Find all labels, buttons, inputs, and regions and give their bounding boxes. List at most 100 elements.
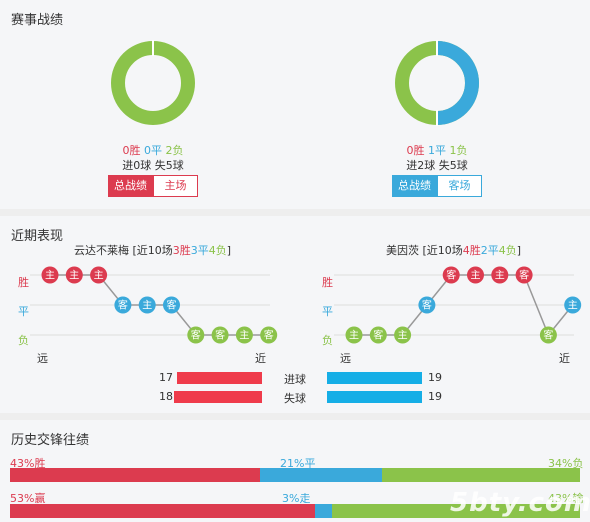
form-point: 主: [138, 296, 156, 314]
right-team-name: 美因茨: [386, 244, 419, 257]
form-point-marker: [41, 266, 59, 284]
head-to-head-title: 历史交锋往绩: [11, 433, 90, 448]
form-point: 客: [515, 266, 533, 284]
form-point-marker: [418, 296, 436, 314]
left-wins: 0胜: [122, 144, 141, 157]
form-point: 主: [65, 266, 83, 284]
form-point-marker: [65, 266, 83, 284]
right-total-tab[interactable]: 总战绩: [392, 175, 437, 197]
form-point-marker: [539, 326, 557, 344]
right-results: 0胜 1平 1负: [387, 142, 487, 158]
left-summary-suffix: ]: [226, 244, 232, 257]
form-line: [354, 274, 574, 337]
form-point-venue: 客: [264, 329, 274, 342]
form-point-marker: [515, 266, 533, 284]
right-losses: 1负: [449, 144, 468, 157]
head-to-head-panel: 历史交锋往绩 43%胜 21%平 34%负 53%赢 3%走 43%输 5bty…: [0, 420, 590, 522]
left-results: 0胜 0平 2负: [103, 142, 203, 158]
record-title: 赛事战绩: [11, 13, 64, 28]
form-point-marker: [260, 326, 278, 344]
right-draws: 1平: [428, 144, 446, 157]
form-point: 客: [418, 296, 436, 314]
form-point-venue: 客: [422, 299, 432, 312]
form-point-venue: 客: [543, 329, 553, 342]
form-point-marker: [114, 296, 132, 314]
form-point: 主: [467, 266, 484, 284]
form-point-marker: [442, 266, 460, 284]
form-point-venue: 主: [69, 270, 79, 282]
form-point: 客: [211, 326, 229, 344]
form-point: 主: [235, 326, 253, 344]
left-total-tab[interactable]: 总战绩: [108, 175, 153, 197]
form-point: 客: [114, 296, 132, 314]
left-draws: 0平: [144, 144, 162, 157]
form-point: 客: [163, 296, 180, 314]
left-x-label-far: 远: [37, 352, 48, 365]
left-record-donut: [111, 40, 195, 125]
form-point-venue: 主: [398, 330, 408, 342]
left-summary-prefix: [近10场: [129, 244, 173, 257]
away-goals-against-value: 19: [428, 390, 442, 403]
h2h-win-label: 43%胜: [10, 457, 46, 470]
recent-form-panel: 近期表现 云达不莱梅 [近10场3胜3平4负] 美因茨 [近10场4胜2平4负]…: [0, 216, 590, 413]
right-summary-suffix: ]: [516, 244, 522, 257]
left-y-label-draw: 平: [18, 305, 29, 318]
form-point-venue: 客: [215, 329, 225, 342]
goals-for-label: 进球: [284, 373, 306, 386]
form-line: [50, 274, 269, 336]
right-y-label-loss: 负: [322, 334, 333, 347]
form-point: 客: [369, 326, 387, 344]
form-point-marker: [163, 296, 180, 314]
form-point: 客: [260, 326, 278, 344]
form-point: 客: [187, 326, 205, 344]
h2h-segment-loss: [382, 468, 580, 482]
left-x-label-near: 近: [255, 352, 266, 365]
form-point-venue: 主: [349, 330, 359, 342]
watermark-logo: 5bty.com: [450, 488, 590, 518]
form-point-venue: 主: [495, 270, 505, 282]
left-home-tab[interactable]: 主场: [153, 175, 198, 197]
form-point-marker: [138, 296, 156, 314]
right-x-label-far: 远: [340, 352, 351, 365]
away-goals-for-value: 19: [428, 371, 442, 384]
right-form-header: 美因茨 [近10场4胜2平4负]: [386, 242, 521, 258]
h2h-handicap-push-label: 3%走: [282, 492, 311, 505]
left-summary-losses: 4负: [208, 244, 227, 257]
left-losses: 2负: [165, 144, 184, 157]
form-point: 主: [394, 326, 412, 344]
form-point: 主: [90, 266, 108, 284]
form-point: 客: [442, 266, 460, 284]
right-x-label-near: 近: [559, 352, 570, 365]
form-point-marker: [211, 326, 229, 344]
form-point-venue: 主: [45, 270, 55, 282]
away-goals-against-bar: [327, 391, 422, 403]
form-point-marker: [491, 266, 509, 284]
home-goals-for-value: 17: [159, 371, 173, 384]
form-point-marker: [235, 326, 253, 344]
h2h-result-bar: [10, 468, 580, 482]
form-point-marker: [345, 326, 363, 344]
home-goals-for-bar: [177, 372, 262, 384]
form-point-venue: 客: [519, 269, 529, 282]
right-summary-draws: 2平: [480, 244, 499, 257]
right-y-label-win: 胜: [322, 276, 333, 289]
right-away-tab[interactable]: 客场: [437, 175, 482, 197]
form-point-venue: 客: [191, 329, 201, 342]
right-wins: 0胜: [406, 144, 425, 157]
left-y-label-win: 胜: [18, 276, 29, 289]
right-summary-losses: 4负: [498, 244, 517, 257]
h2h-loss-label: 34%负: [548, 457, 584, 470]
left-y-label-loss: 负: [18, 334, 29, 347]
left-summary-wins: 3胜: [172, 244, 191, 257]
h2h-draw-label: 21%平: [280, 457, 316, 470]
left-form-header: 云达不莱梅 [近10场3胜3平4负]: [74, 242, 231, 258]
form-point-marker: [394, 326, 412, 344]
form-point: 客: [539, 326, 557, 344]
left-goals: 进0球 失5球: [122, 159, 184, 172]
form-point: 主: [345, 326, 363, 344]
h2h-segment-win: [10, 468, 261, 482]
right-form-chart: 主客主客客主主客客主: [334, 266, 582, 344]
form-point-marker: [90, 266, 108, 284]
form-point-venue: 主: [239, 330, 249, 342]
form-point-venue: 客: [167, 299, 177, 312]
